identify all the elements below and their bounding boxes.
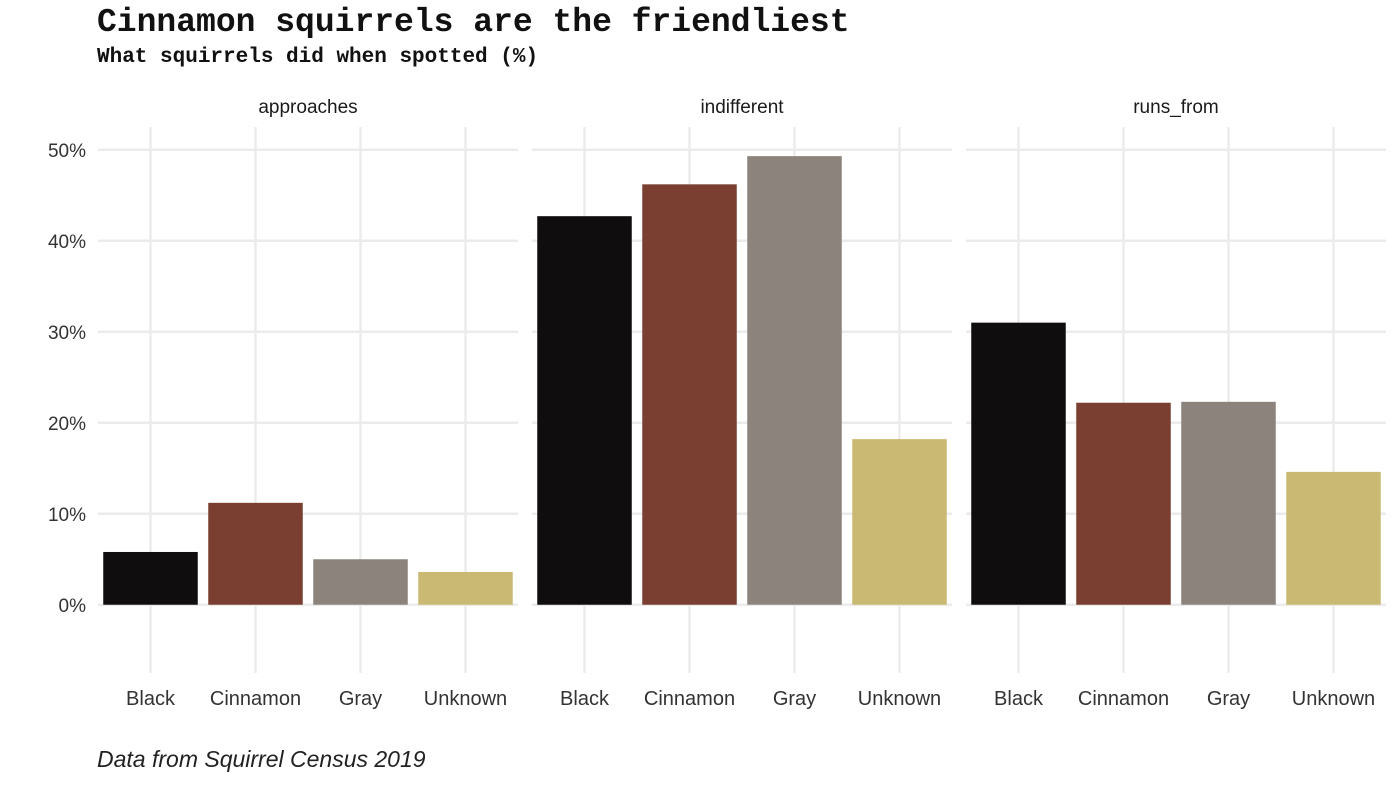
bar-indifferent-black	[537, 216, 632, 605]
bar-runs_from-black	[971, 322, 1066, 605]
bar-approaches-unknown	[418, 571, 513, 605]
x-tick-label: Black	[560, 688, 610, 710]
bar-runs_from-cinnamon	[1076, 402, 1171, 605]
x-tick-label: Gray	[773, 688, 816, 710]
y-tick-label: 20%	[48, 414, 86, 435]
chart-title: Cinnamon squirrels are the friendliest	[97, 4, 850, 41]
x-tick-label: Black	[994, 688, 1044, 710]
y-tick-label: 30%	[48, 323, 86, 344]
bar-indifferent-gray	[747, 156, 842, 605]
facet-label: approaches	[258, 97, 357, 118]
x-tick-label: Gray	[1207, 688, 1250, 710]
bar-approaches-gray	[313, 559, 408, 605]
x-tick-label: Gray	[339, 688, 382, 710]
x-tick-label: Black	[126, 688, 176, 710]
y-tick-label: 50%	[48, 141, 86, 162]
bar-approaches-cinnamon	[208, 502, 303, 605]
y-tick-label: 0%	[59, 596, 87, 617]
y-tick-label: 10%	[48, 505, 86, 526]
y-tick-label: 40%	[48, 232, 86, 253]
bar-indifferent-unknown	[852, 439, 947, 605]
x-tick-label: Cinnamon	[1078, 688, 1169, 710]
x-tick-label: Cinnamon	[210, 688, 301, 710]
chart-caption: Data from Squirrel Census 2019	[97, 746, 426, 772]
bar-runs_from-unknown	[1286, 471, 1381, 605]
facet-label: indifferent	[700, 97, 784, 118]
x-tick-label: Cinnamon	[644, 688, 735, 710]
facet-label: runs_from	[1133, 97, 1219, 118]
bar-indifferent-cinnamon	[642, 184, 737, 605]
bar-runs_from-gray	[1181, 401, 1276, 605]
chart-subtitle: What squirrels did when spotted (%)	[97, 46, 539, 69]
x-tick-label: Unknown	[424, 688, 507, 710]
bar-approaches-black	[103, 551, 198, 605]
x-tick-label: Unknown	[858, 688, 941, 710]
x-tick-label: Unknown	[1292, 688, 1375, 710]
